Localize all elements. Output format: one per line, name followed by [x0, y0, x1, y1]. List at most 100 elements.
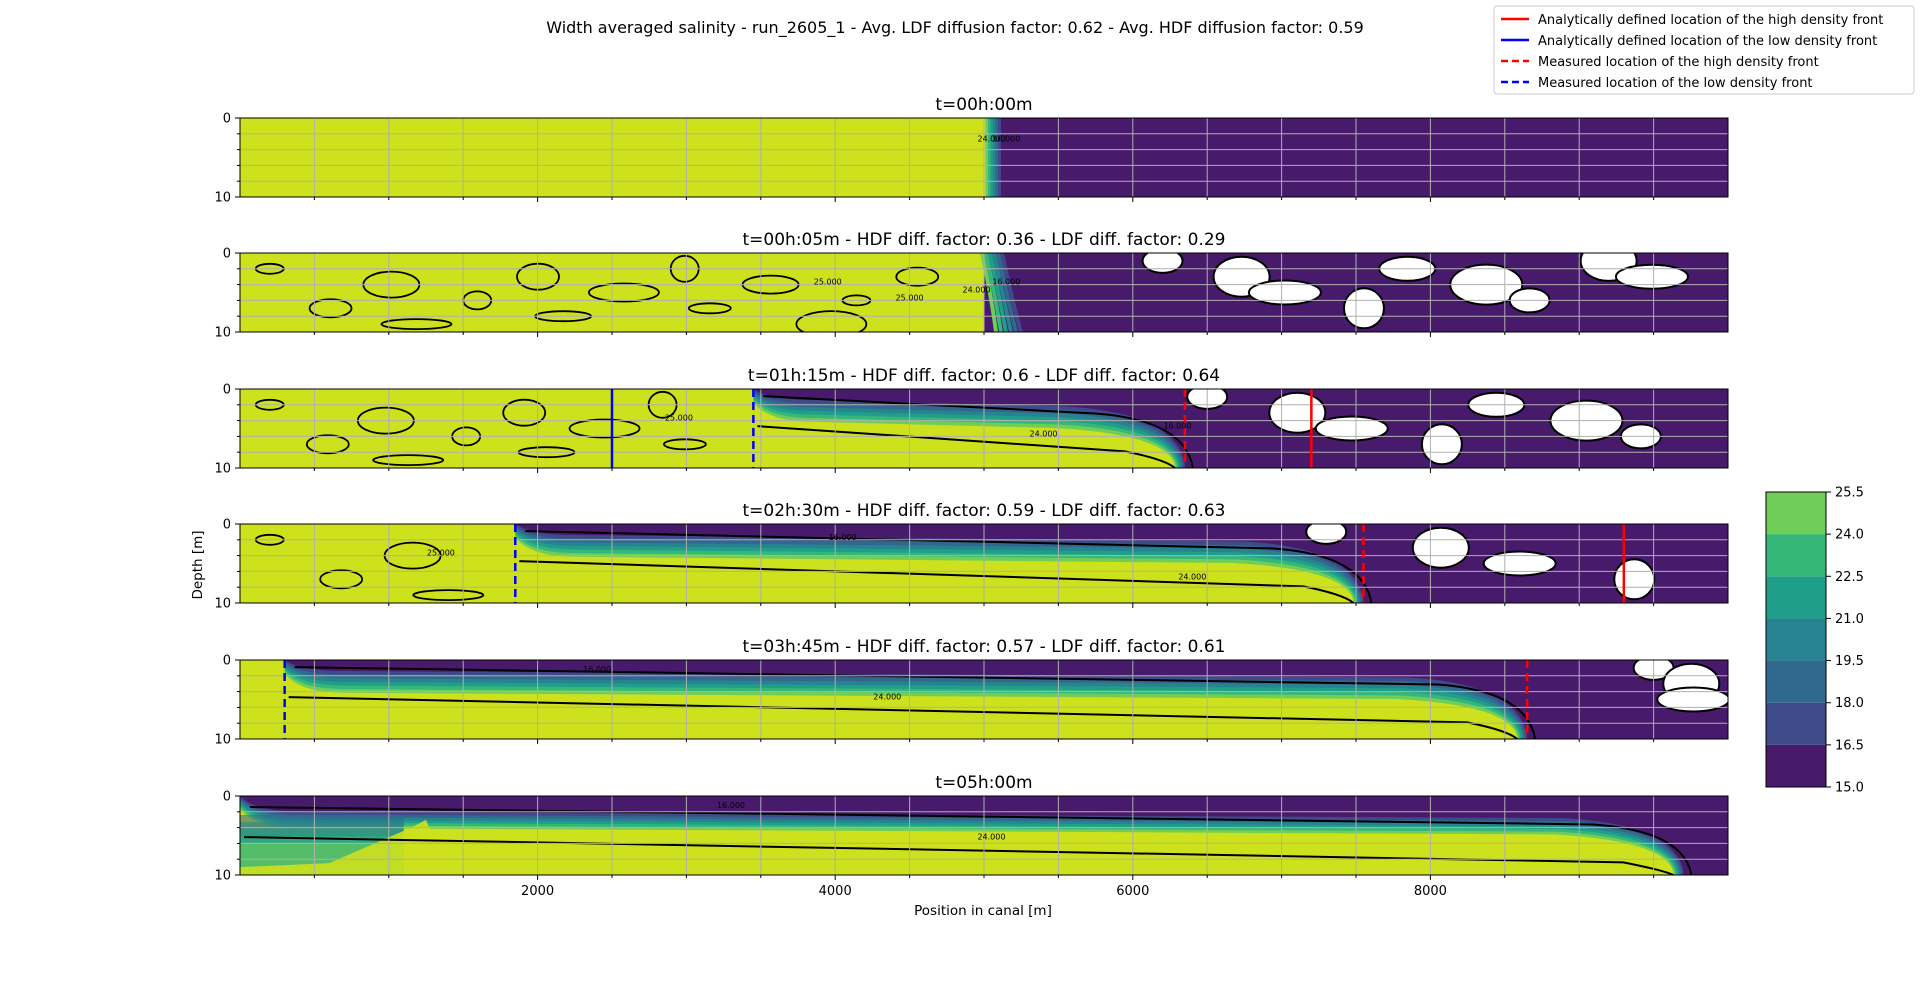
figure-title: Width averaged salinity - run_2605_1 - A…	[546, 18, 1364, 38]
legend-label: Analytically defined location of the low…	[1538, 34, 1877, 49]
panel-title: t=02h:30m - HDF diff. factor: 0.59 - LDF…	[743, 501, 1226, 521]
high-density-region	[240, 819, 449, 875]
panel-2: 25.000 24.000 16.000 t=01h:15m - HDF diff. …	[214, 366, 1729, 477]
noise-patch	[1482, 550, 1557, 577]
contour-label: 16.000	[992, 278, 1020, 287]
panel-3: 25.000 16.000 24.000 t=02h:30m - HDF diff. …	[214, 501, 1729, 612]
colorbar-tick-label: 15.0	[1835, 781, 1864, 796]
colorbar-segment	[1766, 576, 1826, 619]
colorbar-segment	[1766, 744, 1826, 787]
noise-contour	[305, 434, 350, 455]
contour-label: 16.000	[1163, 422, 1191, 431]
contour-label: 25.000	[665, 414, 693, 423]
colorbar-tick-label: 16.5	[1835, 738, 1864, 753]
salinity-layer	[515, 537, 1354, 603]
noise-patch	[1614, 263, 1689, 290]
noise-contour	[663, 438, 707, 451]
noise-contour	[412, 589, 485, 601]
noise-contour	[588, 282, 660, 303]
legend-label: Measured location of the high density fr…	[1538, 55, 1819, 70]
colorbar-tick-label: 22.5	[1835, 570, 1864, 585]
panels: 24.00016.000t=00h:00m01025.00025.00024.0…	[214, 95, 1729, 899]
contour-line	[249, 806, 1693, 875]
y-tick-label: 10	[214, 191, 231, 206]
noise-contour	[308, 298, 353, 319]
contour-line	[763, 395, 1194, 468]
noise-contour	[687, 302, 732, 315]
y-tick-label: 0	[223, 790, 231, 805]
noise-patch	[1411, 526, 1470, 569]
transition-band	[995, 118, 999, 197]
panel-4: 16.000 24.000 t=03h:45m - HDF diff. factor…	[214, 637, 1729, 748]
panel-field	[240, 524, 1728, 603]
noise-patch	[1656, 686, 1728, 713]
salinity-layer	[284, 673, 1517, 739]
transition-band	[990, 118, 994, 197]
panel-field	[240, 660, 1728, 739]
y-tick-label: 0	[223, 518, 231, 533]
panel-field	[240, 796, 1728, 875]
contour-label: 25.000	[814, 278, 842, 287]
y-tick-label: 10	[214, 733, 231, 748]
noise-contour	[568, 418, 641, 439]
transition-band	[985, 118, 989, 197]
noise-patch	[1420, 423, 1463, 466]
panel-title: t=05h:00m	[935, 773, 1032, 793]
y-axis-label: Depth [m]	[190, 530, 206, 599]
salinity-layer	[753, 402, 1175, 468]
legend-label: Analytically defined location of the hig…	[1538, 13, 1883, 28]
legend-label: Measured location of the low density fro…	[1538, 76, 1813, 91]
panel-field	[240, 118, 1728, 197]
contour-label: 24.000	[1030, 429, 1058, 438]
y-tick-label: 0	[223, 247, 231, 262]
y-tick-label: 0	[223, 383, 231, 398]
transition-band	[987, 118, 991, 197]
noise-contour	[502, 398, 547, 427]
colorbar-segment	[1766, 618, 1826, 661]
panel-title: t=03h:45m - HDF diff. factor: 0.57 - LDF…	[743, 637, 1226, 657]
colorbar-tick-label: 18.0	[1835, 696, 1864, 711]
contour-line	[525, 530, 1373, 603]
contour-label: 24.000	[977, 135, 1005, 144]
noise-contour	[380, 318, 453, 331]
y-tick-label: 10	[214, 326, 231, 341]
x-tick-label: 4000	[819, 884, 852, 899]
contour-line	[757, 425, 1176, 468]
colorbar-segment	[1766, 534, 1826, 577]
transition-band	[992, 253, 1013, 332]
contour-line	[519, 560, 1355, 603]
x-tick-label: 2000	[521, 884, 554, 899]
contour-label: 16.000	[829, 533, 857, 542]
high-density-region	[240, 389, 754, 468]
y-tick-label: 0	[223, 112, 231, 127]
colorbar-segment	[1766, 660, 1826, 703]
contour-label: 16.000	[583, 665, 611, 674]
colorbar-frame	[1765, 491, 1827, 788]
colorbar-segment	[1766, 492, 1826, 535]
y-tick-label: 10	[214, 597, 231, 612]
panel-title: t=00h:00m	[935, 95, 1032, 115]
panel-field	[240, 389, 1728, 468]
contour-label: 24.000	[977, 832, 1005, 841]
noise-patch	[1314, 415, 1389, 442]
transition-band	[988, 253, 1008, 332]
y-tick-label: 0	[223, 654, 231, 669]
panel-field	[240, 253, 1728, 332]
panel-title: t=00h:05m - HDF diff. factor: 0.36 - LDF…	[743, 230, 1226, 250]
noise-patch	[1342, 287, 1385, 330]
contour-label: 25.000	[427, 549, 455, 558]
colorbar-segment	[1766, 702, 1826, 745]
contour-label: 25.000	[896, 293, 924, 302]
contour-label: 24.000	[963, 286, 991, 295]
colorbar-tick-label: 21.0	[1835, 612, 1864, 627]
contour-label: 24.000	[1178, 572, 1206, 581]
legend-box	[1493, 5, 1915, 95]
noise-contour	[372, 454, 445, 467]
contour-label: 24.000	[873, 693, 901, 702]
noise-patch	[1141, 253, 1184, 274]
x-tick-label: 6000	[1116, 884, 1149, 899]
salinity-layer	[240, 809, 1674, 875]
